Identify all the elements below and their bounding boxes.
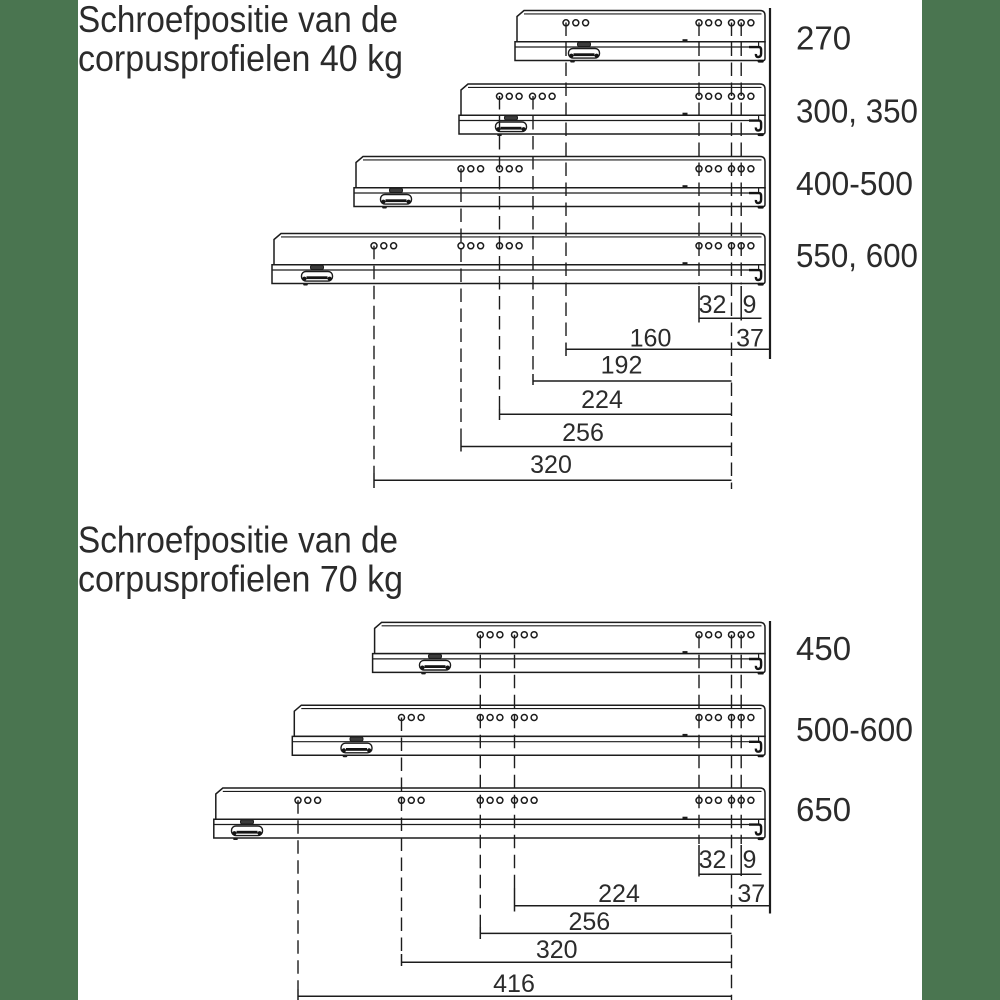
svg-text:224: 224 [598, 880, 640, 908]
svg-text:Schroefpositie van de: Schroefpositie van de [78, 0, 398, 40]
svg-text:224: 224 [581, 386, 623, 414]
svg-text:320: 320 [530, 451, 572, 479]
svg-text:corpusprofielen 70 kg: corpusprofielen 70 kg [78, 558, 403, 600]
svg-text:37: 37 [736, 325, 764, 353]
svg-text:37: 37 [737, 880, 765, 908]
svg-text:300, 350: 300, 350 [796, 93, 918, 130]
svg-text:9: 9 [743, 291, 757, 319]
svg-text:400-500: 400-500 [796, 165, 913, 202]
svg-text:Schroefpositie van de: Schroefpositie van de [78, 519, 398, 561]
svg-text:32: 32 [699, 846, 727, 874]
svg-text:416: 416 [493, 970, 535, 998]
svg-text:320: 320 [536, 936, 578, 964]
svg-text:192: 192 [601, 352, 643, 380]
svg-text:9: 9 [743, 846, 757, 874]
svg-text:corpusprofielen 40 kg: corpusprofielen 40 kg [78, 37, 403, 79]
svg-text:270: 270 [796, 20, 851, 57]
svg-text:550, 600: 550, 600 [796, 237, 918, 274]
svg-text:32: 32 [699, 291, 727, 319]
svg-text:500-600: 500-600 [796, 711, 913, 748]
svg-text:160: 160 [630, 325, 672, 353]
svg-text:256: 256 [562, 419, 604, 447]
svg-text:450: 450 [796, 630, 851, 667]
svg-text:650: 650 [796, 791, 851, 828]
svg-text:256: 256 [568, 908, 610, 936]
